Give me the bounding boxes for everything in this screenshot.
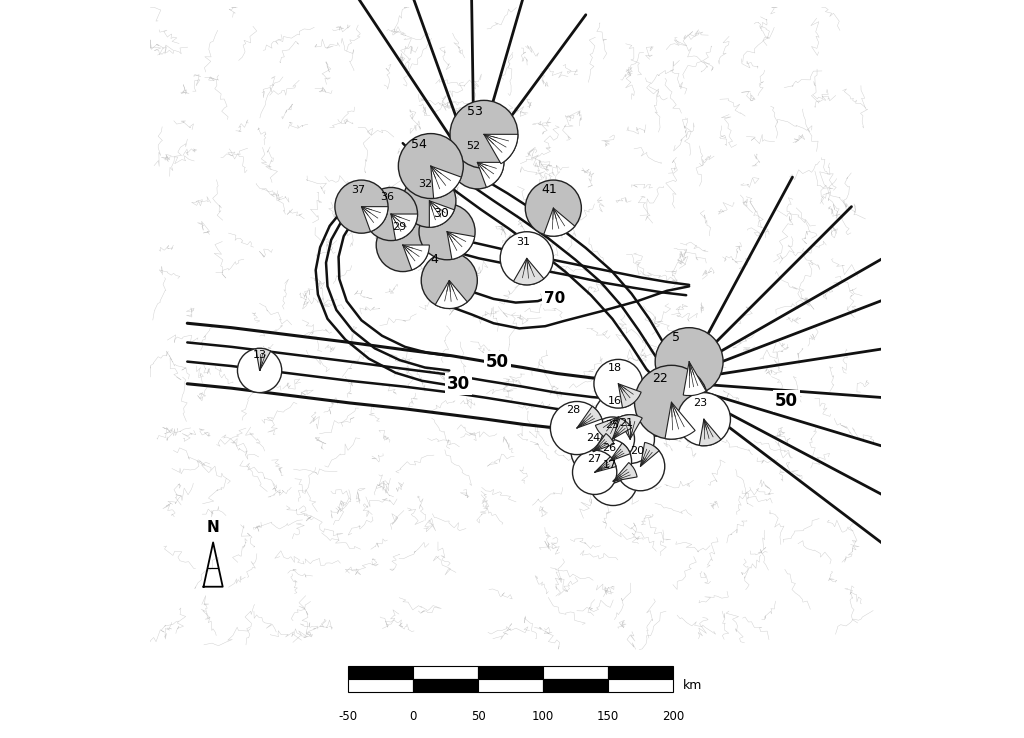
Text: 50: 50 [775, 393, 798, 410]
Bar [348, 666, 413, 679]
Text: 41: 41 [542, 183, 557, 196]
Text: 31: 31 [516, 237, 530, 246]
Text: 28: 28 [566, 405, 581, 415]
Bar [413, 666, 478, 679]
Wedge shape [484, 134, 518, 164]
Circle shape [594, 359, 643, 408]
Circle shape [616, 442, 665, 491]
Circle shape [402, 174, 456, 227]
Bar [608, 679, 673, 692]
Wedge shape [431, 166, 462, 199]
Wedge shape [391, 214, 418, 240]
Bar [478, 666, 543, 679]
Circle shape [365, 187, 418, 241]
Wedge shape [513, 258, 544, 285]
Text: 30: 30 [447, 375, 470, 393]
Text: 23: 23 [693, 398, 708, 407]
Wedge shape [617, 415, 642, 439]
Circle shape [606, 415, 654, 463]
Text: 100: 100 [531, 710, 554, 723]
Circle shape [451, 136, 504, 189]
Circle shape [571, 430, 615, 474]
Wedge shape [447, 232, 475, 259]
Bar [348, 679, 413, 692]
Circle shape [588, 439, 632, 483]
Wedge shape [593, 433, 614, 452]
Text: 54: 54 [411, 138, 427, 151]
Text: 27: 27 [588, 454, 602, 463]
Wedge shape [640, 443, 659, 466]
Wedge shape [699, 419, 721, 446]
Text: 17: 17 [602, 461, 616, 470]
Circle shape [594, 393, 643, 441]
Text: 16: 16 [607, 396, 622, 406]
Circle shape [525, 180, 582, 236]
Circle shape [450, 100, 518, 168]
Text: 52: 52 [467, 141, 480, 151]
Circle shape [419, 204, 475, 260]
Circle shape [589, 457, 638, 506]
Text: 32: 32 [419, 179, 433, 189]
Text: 50: 50 [471, 710, 485, 723]
Wedge shape [609, 443, 630, 461]
Wedge shape [435, 280, 467, 308]
Text: 36: 36 [380, 193, 394, 202]
Text: 21: 21 [620, 418, 634, 428]
Circle shape [590, 417, 635, 461]
Wedge shape [577, 407, 602, 428]
Text: 53: 53 [467, 105, 483, 118]
Text: 24: 24 [586, 433, 600, 443]
Text: 30: 30 [433, 207, 450, 220]
Circle shape [238, 348, 282, 393]
Wedge shape [429, 201, 455, 227]
Circle shape [500, 232, 553, 285]
Text: 37: 37 [350, 185, 365, 195]
Wedge shape [477, 162, 504, 187]
Text: 4: 4 [430, 253, 438, 266]
Circle shape [550, 401, 603, 455]
Text: 200: 200 [662, 710, 684, 723]
Wedge shape [256, 348, 270, 370]
Text: 5: 5 [672, 331, 680, 345]
Wedge shape [665, 402, 695, 439]
Text: 26: 26 [602, 443, 616, 452]
Text: N: N [207, 520, 219, 535]
Circle shape [635, 365, 709, 439]
Wedge shape [683, 362, 707, 396]
Text: km: km [683, 679, 702, 692]
Wedge shape [361, 207, 388, 232]
Circle shape [376, 218, 429, 272]
Text: 22: 22 [652, 372, 669, 384]
Circle shape [335, 180, 388, 233]
Text: 25: 25 [605, 421, 620, 430]
Text: 50: 50 [485, 353, 509, 370]
Wedge shape [544, 208, 574, 236]
Text: 0: 0 [410, 710, 417, 723]
Text: 70: 70 [544, 291, 565, 306]
Circle shape [677, 393, 730, 446]
Text: -50: -50 [339, 710, 357, 723]
Wedge shape [595, 457, 616, 472]
Wedge shape [613, 463, 637, 481]
Text: 150: 150 [597, 710, 620, 723]
Text: 29: 29 [392, 222, 407, 232]
Bar [543, 666, 608, 679]
Wedge shape [612, 418, 632, 439]
Bar [478, 679, 543, 692]
Text: 18: 18 [607, 363, 622, 373]
Wedge shape [402, 245, 429, 270]
Bar [413, 679, 478, 692]
Wedge shape [595, 417, 618, 441]
Text: 13: 13 [253, 351, 266, 360]
Text: 20: 20 [630, 446, 644, 455]
Bar [543, 679, 608, 692]
Circle shape [655, 328, 723, 396]
Wedge shape [618, 384, 641, 407]
Circle shape [421, 252, 477, 308]
Bar [608, 666, 673, 679]
Circle shape [398, 134, 463, 199]
Circle shape [572, 450, 616, 494]
